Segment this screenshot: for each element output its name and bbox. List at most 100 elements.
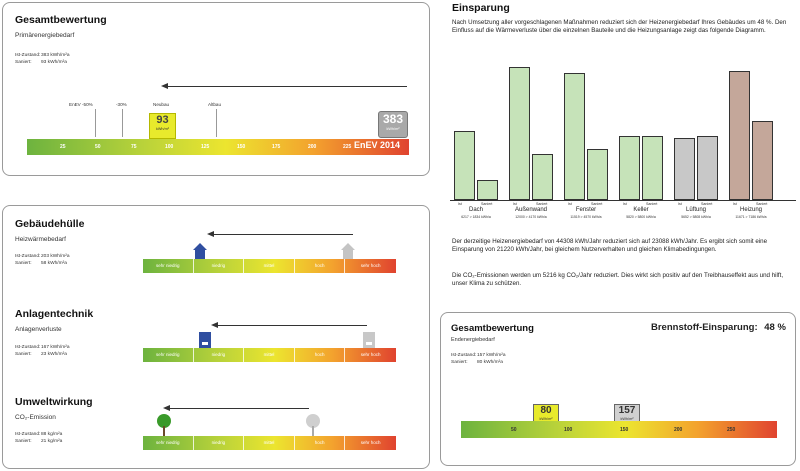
- ist-value: 383: [382, 112, 404, 126]
- value-row: Saniert: 23 kWh/m²a: [15, 352, 70, 359]
- bar-series-label: Saniert: [591, 202, 603, 206]
- marker-line: [216, 109, 217, 137]
- chart-labels: Ist Saniert Dach 6217 > 1834 kWh/a Ist Sanier…: [450, 201, 796, 221]
- tree-icon: [306, 414, 320, 436]
- savings-chart: Ist Saniert Dach 6217 > 1834 kWh/a Ist Sanier…: [450, 60, 796, 219]
- primary-energy-panel: Gesamtbewertung Primärenergiebedarf Ist-…: [2, 2, 430, 176]
- value-list: Ist-Zustand:157 kWh/m²a Saniert: 80 kWh/m…: [451, 353, 506, 366]
- chart-bar-keller-saniert: [642, 136, 663, 200]
- chart-plot: [450, 60, 796, 200]
- row-value: 157 kWh/m²a: [477, 353, 506, 358]
- category-label: Dach: [468, 207, 483, 213]
- rating-bar: sehr niedrig niedrig mittel hoch sehr ho…: [143, 348, 396, 362]
- category-label: Außenwand: [514, 207, 548, 213]
- chart-bar-fenster-saniert: [587, 149, 608, 200]
- einsparung-section: Einsparung Nach Umsetzung aller vorgesch…: [450, 2, 796, 302]
- row-value: 58 kWh/m²a: [41, 260, 67, 266]
- value-list: Ist-Zustand:167 kWh/m²a Saniert: 23 kWh/m…: [15, 345, 70, 358]
- chart-bar-lüftung-saniert: [697, 136, 718, 200]
- value-row: Ist-Zustand:383 kWh/m²a: [15, 53, 70, 60]
- category-value-label: 11671 > 7186 kWh/a: [735, 215, 767, 219]
- scale-tick: 225: [343, 144, 352, 150]
- scale-tick: 75: [131, 144, 137, 150]
- value-list: Ist-Zustand:88 kg/m²a Saniert: 21 kg/m²a: [15, 432, 62, 445]
- boiler-icon: [363, 332, 375, 348]
- enev-label: EnEV 2014: [354, 140, 401, 150]
- scale-tick: 250: [727, 427, 736, 433]
- segment-label: hoch: [295, 436, 346, 450]
- bar-series-label: Ist: [733, 202, 737, 206]
- bar-series-label: Ist: [678, 202, 682, 206]
- rating-bar: sehr niedrig niedrig mittel hoch sehr ho…: [143, 259, 396, 273]
- chart-bar-dach-saniert: [477, 180, 498, 200]
- row-label: Saniert:: [15, 260, 32, 266]
- fuel-label: Brennstoff-Einsparung:: [651, 322, 758, 333]
- saniert-value: 80: [540, 405, 552, 416]
- row-value: 383 kWh/m²a: [41, 53, 70, 58]
- category-label: Heizung: [739, 207, 762, 213]
- scale-tick: 125: [201, 144, 210, 150]
- arrow-left-icon: [207, 231, 214, 237]
- value-row: Ist-Zustand:157 kWh/m²a: [451, 353, 506, 360]
- arrow-line: [213, 234, 353, 235]
- scale-tick: 100: [165, 144, 174, 150]
- chart-bar-heizung-ist: [729, 71, 750, 200]
- segment-label: hoch: [295, 259, 346, 273]
- value-row: Saniert: 93 kWh/m²a: [15, 60, 70, 67]
- row-label: Ist-Zustand:: [15, 53, 41, 58]
- row-label: Ist-Zustand:: [451, 353, 477, 358]
- chart-bar-fenster-ist: [564, 73, 585, 200]
- segment-label: sehr niedrig: [143, 436, 194, 450]
- category-value-label: 5820 > 5800 kWh/a: [626, 215, 656, 219]
- marker-line: [122, 109, 123, 137]
- arrow-left-icon: [161, 83, 168, 89]
- section-title: Umweltwirkung: [15, 396, 93, 408]
- chart-bar-außenwand-saniert: [532, 154, 553, 200]
- ist-value-box: 383 kWh/m²: [378, 111, 408, 138]
- segment-label: sehr hoch: [360, 440, 381, 445]
- arrow-left-icon: [163, 405, 170, 411]
- section-title: Anlagentechnik: [15, 308, 94, 320]
- bar-series-label: Ist: [568, 202, 572, 206]
- energy-scale-bar: 50 100 150 200 250: [461, 421, 777, 438]
- segment-label: sehr hoch: [360, 352, 381, 357]
- segment-label: hoch: [295, 348, 346, 362]
- co2-text: Die CO₂-Emissionen werden um 5216 kg CO₂…: [452, 272, 784, 287]
- bar-series-label: Saniert: [756, 202, 768, 206]
- category-label: Lüftung: [685, 207, 707, 213]
- ist-value: 157: [618, 405, 636, 416]
- section-subtitle: CO₂-Emission: [15, 414, 56, 421]
- panel-title: Gesamtbewertung: [15, 14, 107, 26]
- scale-tick: 150: [237, 144, 246, 150]
- segment-label: mittel: [244, 259, 295, 273]
- value-row: Saniert: 58 kWh/m²a: [15, 261, 70, 268]
- segment-label: niedrig: [194, 436, 245, 450]
- category-label: Keller: [633, 207, 649, 213]
- house-icon: [193, 243, 207, 259]
- chart-baseline: [450, 200, 796, 201]
- row-label: Ist-Zustand:: [15, 432, 41, 437]
- value-list: Ist-Zustand:203 kWh/m²a Saniert: 58 kWh/m…: [15, 254, 70, 267]
- marker-neubau: Neubau: [153, 102, 170, 107]
- row-value: 88 kg/m²a: [41, 432, 63, 437]
- energy-scale-bar: 25 50 75 100 125 150 175 200 225 EnEV 20…: [27, 139, 409, 155]
- scale-tick: 150: [620, 427, 629, 433]
- marker-altbau: Altbau: [208, 102, 222, 107]
- bar-series-label: Ist: [458, 202, 462, 206]
- row-label: Ist-Zustand:: [15, 345, 41, 350]
- intro-text: Nach Umsetzung aller vorgeschlagenen Maß…: [452, 19, 787, 34]
- chart-bar-dach-ist: [454, 131, 475, 200]
- section-subtitle: Heizwärmebedarf: [15, 236, 66, 243]
- panel-subtitle: Primärenergiebedarf: [15, 32, 75, 39]
- bar-series-label: Saniert: [536, 202, 548, 206]
- bar-series-label: Saniert: [481, 202, 493, 206]
- rating-bar: sehr niedrig niedrig mittel hoch sehr ho…: [143, 436, 396, 450]
- fuel-value: 48 %: [764, 322, 786, 333]
- boiler-icon: [199, 332, 211, 348]
- panel-title: Gesamtbewertung: [451, 323, 534, 334]
- ist-unit: kWh/m²: [620, 417, 634, 421]
- value-row: Ist-Zustand:167 kWh/m²a: [15, 345, 70, 352]
- row-value: 23 kWh/m²a: [41, 351, 67, 357]
- fuel-savings: Brennstoff-Einsparung: 48 %: [651, 322, 786, 333]
- arrow-line: [169, 408, 309, 409]
